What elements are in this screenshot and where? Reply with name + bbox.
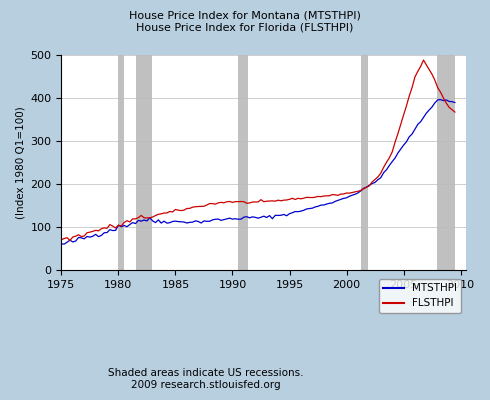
Bar: [119, 55, 124, 270]
Bar: [437, 55, 455, 270]
Bar: [238, 55, 247, 270]
Y-axis label: (Index 1980 Q1=100): (Index 1980 Q1=100): [15, 106, 25, 219]
Text: House Price Index for Florida (FLSTHPI): House Price Index for Florida (FLSTHPI): [136, 22, 354, 32]
Text: House Price Index for Montana (MTSTHPI): House Price Index for Montana (MTSTHPI): [129, 10, 361, 20]
Legend: MTSTHPI, FLSTHPI: MTSTHPI, FLSTHPI: [379, 279, 461, 313]
Bar: [361, 55, 368, 270]
Text: 2009 research.stlouisfed.org: 2009 research.stlouisfed.org: [131, 380, 281, 390]
Bar: [136, 55, 152, 270]
Text: Shaded areas indicate US recessions.: Shaded areas indicate US recessions.: [108, 368, 303, 378]
